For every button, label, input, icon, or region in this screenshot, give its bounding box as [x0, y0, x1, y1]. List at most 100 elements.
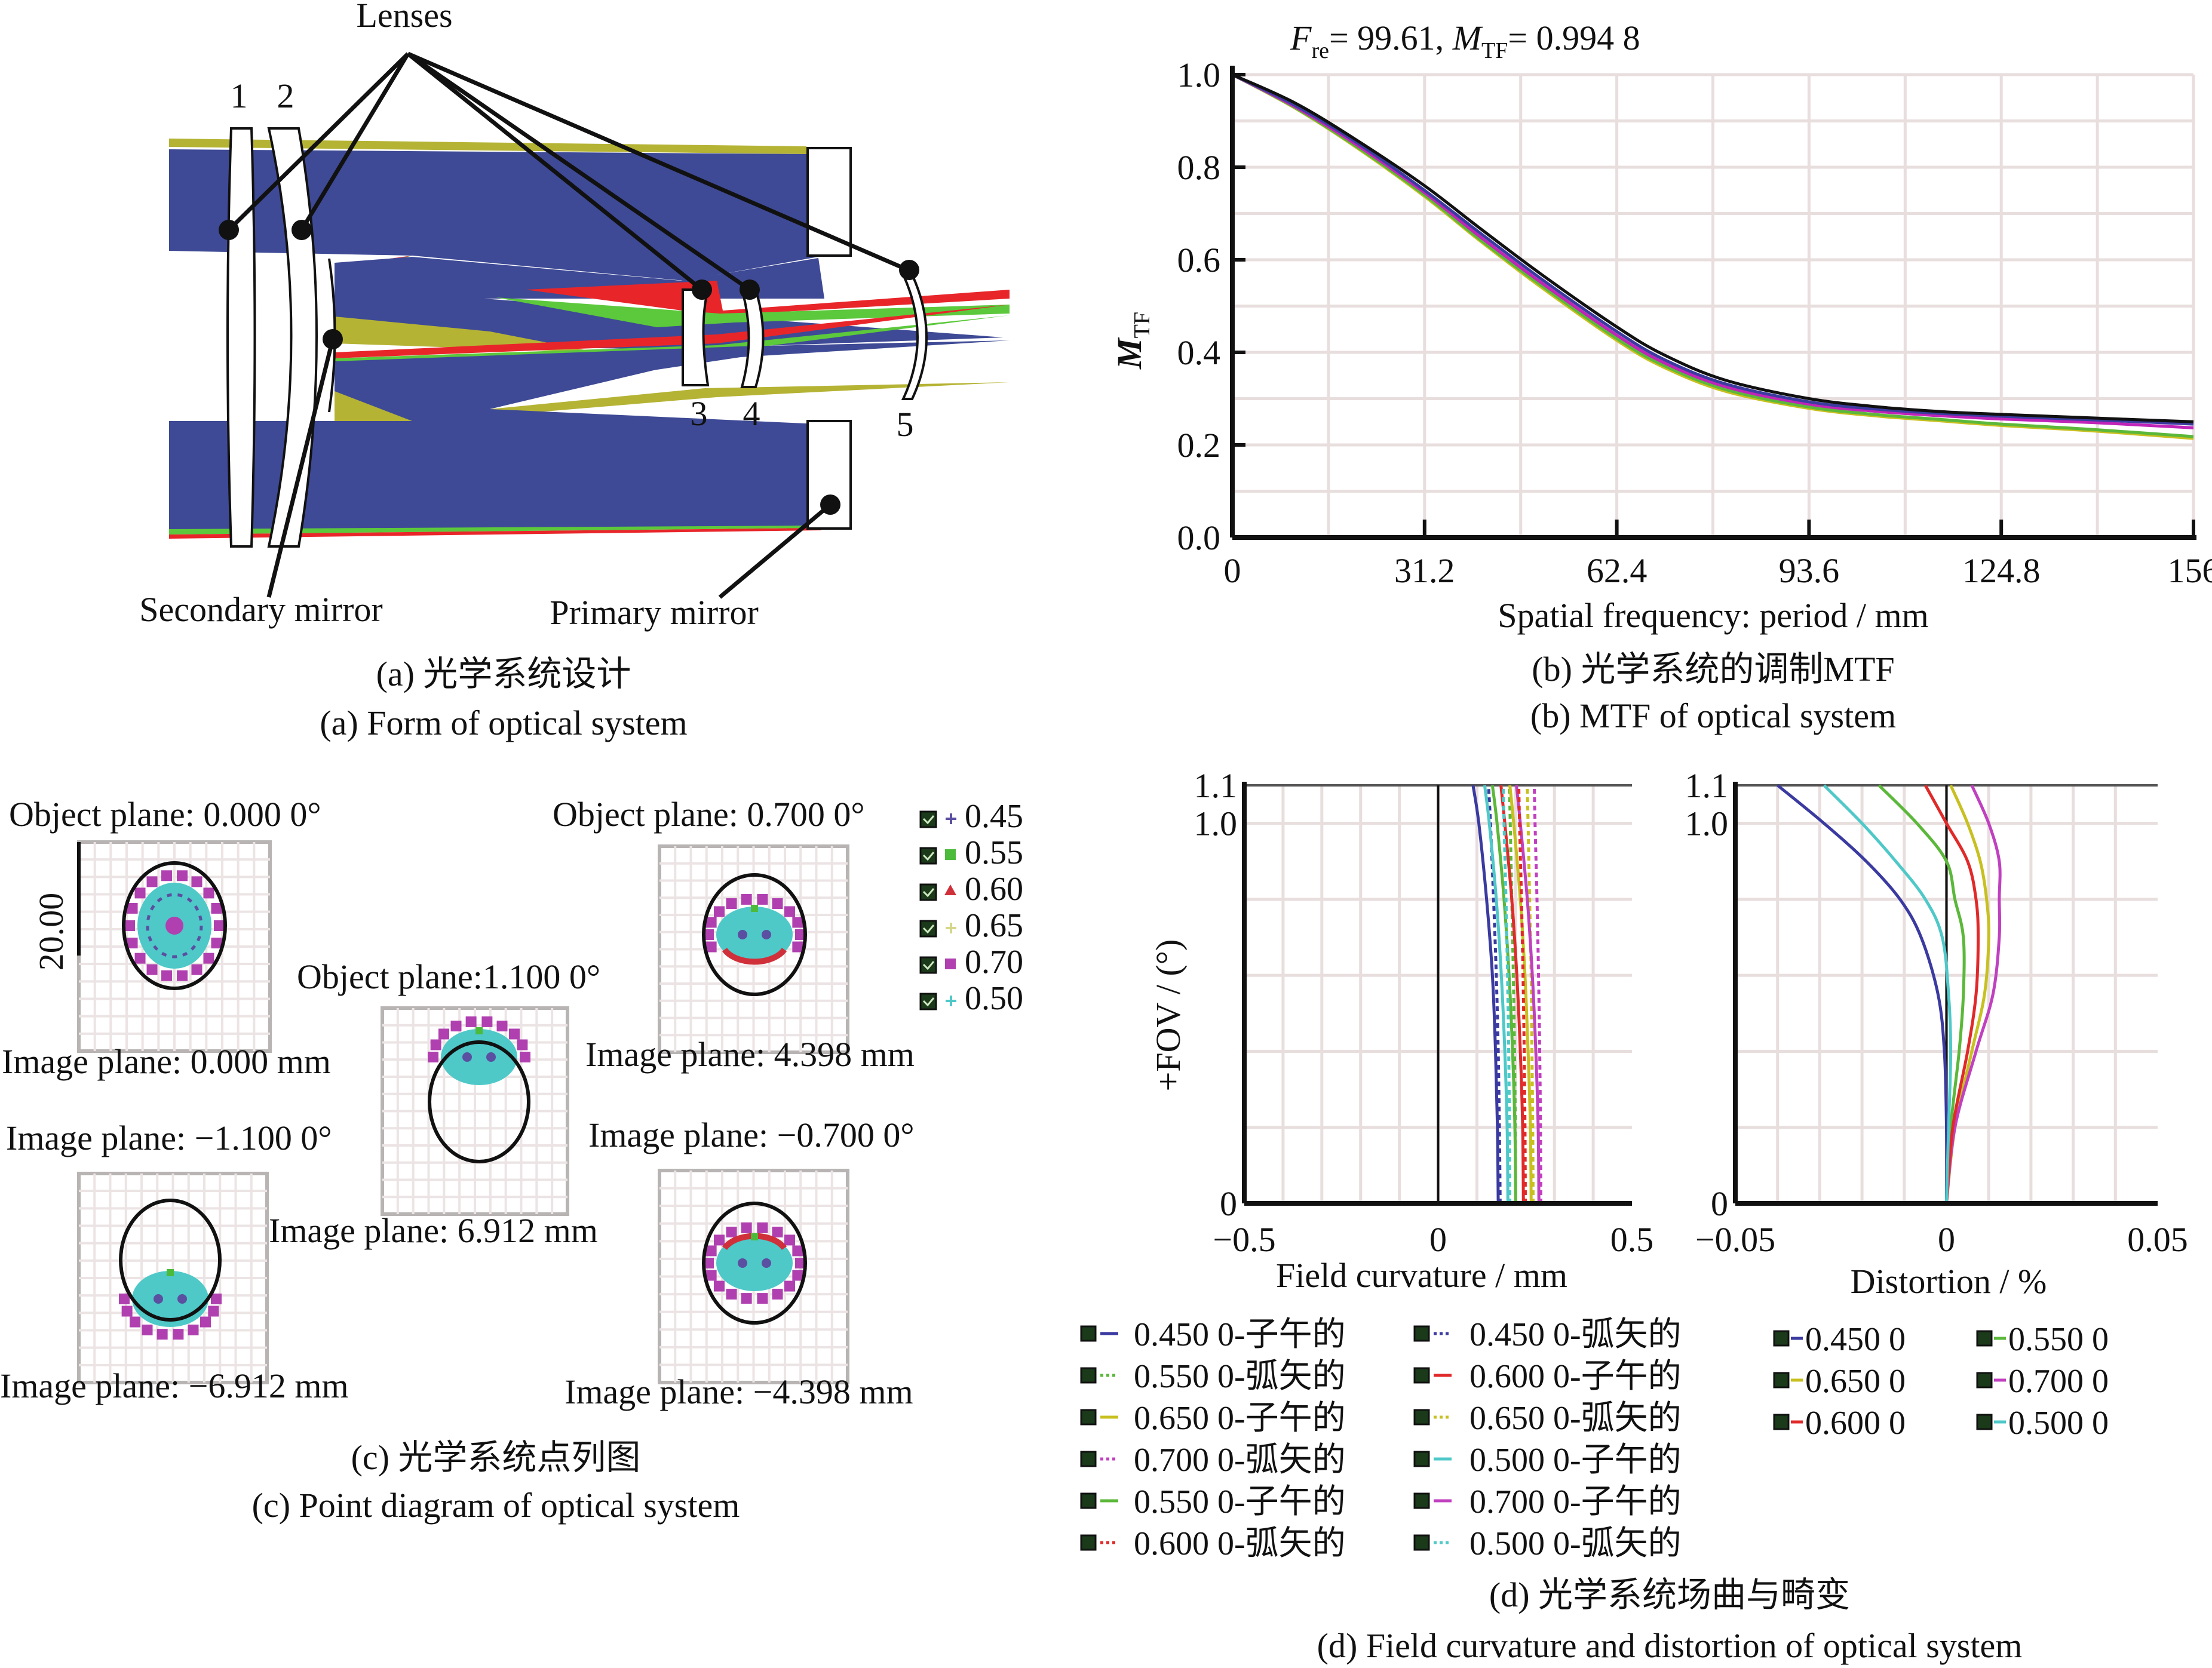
legend-checkbox-icon [1080, 1451, 1097, 1467]
fov-x-tick-label: 0.5 [1610, 1220, 1654, 1259]
spot-point-0.70 [211, 938, 222, 949]
spot-arc-0.60 [722, 947, 787, 965]
spot-point-0.70 [784, 1280, 795, 1292]
spot-point-0.55 [751, 1233, 758, 1240]
checkmark-icon [922, 852, 935, 861]
fov-series-0.500 0-弧矢的 [1502, 785, 1512, 1204]
fov-y-label: +FOV / (°) [1149, 939, 1188, 1092]
fov-series-0.500 0-子午的 [1483, 785, 1510, 1204]
spot-point-0.70 [121, 1305, 133, 1317]
mtf-y-label-m: M [1110, 337, 1149, 370]
legend-label: 0.500 0-弧矢的 [1469, 1525, 1682, 1562]
spot-point-0.70 [703, 929, 714, 940]
spot-1-image-label: Image plane: 0.000 mm [2, 1042, 331, 1081]
spot-3-object-label: Object plane:1.100 0° [297, 957, 600, 996]
spot-plot-2 [658, 844, 849, 1054]
spot-point-0.70 [142, 1324, 153, 1335]
mtf-title-m-val: = 0.994 8 [1508, 19, 1640, 57]
lens-number-3: 3 [691, 394, 708, 433]
spot-point-cluster-0.50 [716, 907, 793, 963]
legend-checkbox-icon [1976, 1372, 1993, 1389]
legend-label: 0.65 [965, 907, 1023, 944]
mtf-lines [1231, 73, 2194, 440]
legend-checkbox-icon [1413, 1534, 1430, 1551]
legend-checkbox-icon [919, 956, 937, 974]
spot-point-0.70 [161, 970, 172, 981]
spot-point-0.70 [203, 953, 214, 964]
fov-y-tick-label: 0 [1220, 1184, 1237, 1223]
legend-label: 0.700 0-子午的 [1469, 1483, 1682, 1520]
spot-point-0.70 [127, 902, 138, 914]
legend-checkbox-icon [1976, 1414, 1993, 1430]
legend-checkbox-icon [1080, 1409, 1097, 1426]
mtf-series-green [1231, 73, 2194, 438]
fov-series-0.450 0-弧矢的 [1487, 785, 1502, 1204]
mtf-y-tick-label: 0.0 [1177, 518, 1221, 557]
primary-mirror-top [806, 147, 852, 257]
spot-point-0.70 [211, 902, 222, 914]
spot-point-0.70 [208, 1305, 219, 1317]
airy-disk-circle [122, 861, 227, 990]
spot-point-0.70 [772, 1288, 783, 1300]
spot-plots [77, 840, 849, 1384]
legend-label: 0.450 0-子午的 [1134, 1316, 1346, 1353]
spot-point-0.70 [214, 920, 225, 931]
spot-point-0.70 [741, 893, 752, 905]
field-curvature-plot: −0.5 0 0.501.01.1 [1194, 766, 1654, 1259]
panel-a-optical-layout: Lenses 1 2 3 4 5 Secondary mirror Primar… [139, 0, 1010, 742]
fov-series-0.700 0 [1945, 784, 2002, 1204]
lens-number-4: 4 [743, 394, 760, 433]
spot-point-0.70 [481, 1016, 493, 1027]
beam-lower-cone-blue [169, 355, 824, 532]
fov-x-tick-label: 0 [1938, 1220, 1955, 1259]
spot-point-0.70 [726, 1288, 737, 1300]
mtf-x-tick-label: 156 [2168, 551, 2212, 590]
spot-plot-1 [77, 840, 272, 1053]
checkmark-icon [922, 815, 935, 825]
spot-point-0.70 [177, 870, 188, 881]
fov-series-0.700 0-子午的 [1515, 785, 1541, 1204]
spot-point-0.70 [705, 1245, 717, 1257]
airy-disk-circle [119, 1199, 222, 1322]
spot-point-0.45 [154, 1294, 163, 1304]
lens-3 [682, 288, 710, 386]
spot-point-0.70 [161, 870, 172, 881]
beam-bottom-green [169, 526, 821, 535]
fov-y-tick-label: 0 [1711, 1184, 1728, 1223]
beam-green-upper [496, 297, 1010, 327]
legend-label: 0.650 0-弧矢的 [1469, 1400, 1682, 1437]
airy-disk-circle [702, 1202, 807, 1325]
spot-point-0.70 [119, 1294, 130, 1304]
checkmark-icon [922, 924, 935, 934]
checkmark-icon [922, 888, 935, 898]
mtf-title-f: F [1290, 19, 1312, 57]
legend-marker-0.70 [945, 959, 956, 969]
spot-4-object-label: Image plane: −1.100 0° [6, 1119, 332, 1157]
fov-x-tick-label: 0 [1429, 1220, 1447, 1259]
ray-bundles [169, 139, 1010, 539]
spot-point-0.70 [517, 1039, 528, 1050]
lens-number-2: 2 [277, 76, 294, 115]
spot-point-0.70 [203, 887, 214, 899]
fov-y-tick-label: 1.0 [1194, 804, 1238, 843]
legend-checkbox-icon [1413, 1409, 1430, 1426]
spot-center-0.70 [165, 917, 183, 935]
legend-marker-0.55 [945, 849, 956, 860]
lens-1 [226, 127, 256, 548]
spot-point-0.70 [757, 1222, 768, 1233]
mtf-y-tick-label: 0.6 [1177, 241, 1221, 279]
spot-point-0.70 [784, 906, 795, 917]
beam-top-yellow [169, 139, 806, 154]
legend-label: 0.450 0-弧矢的 [1469, 1316, 1682, 1353]
field-curvature-legend: 0.450 0-子午的 0.450 0-弧矢的 0.550 0-弧矢的 0.600 0… [1080, 1316, 1682, 1562]
fov-x-tick-label: −0.05 [1695, 1220, 1775, 1259]
fov-series-0.650 0-子午的 [1508, 785, 1533, 1204]
legend-label: 0.550 0-弧矢的 [1134, 1358, 1346, 1395]
spot-point-0.45 [486, 1052, 496, 1062]
spot-point-0.70 [520, 1052, 530, 1062]
spot-point-0.70 [211, 1294, 222, 1304]
spot-2-image-label: Image plane: 4.398 mm [585, 1035, 915, 1074]
spot-point-0.70 [792, 1245, 803, 1257]
legend-label: 0.700 0 [2008, 1363, 2109, 1400]
legend-label: 0.600 0 [1805, 1405, 1906, 1442]
